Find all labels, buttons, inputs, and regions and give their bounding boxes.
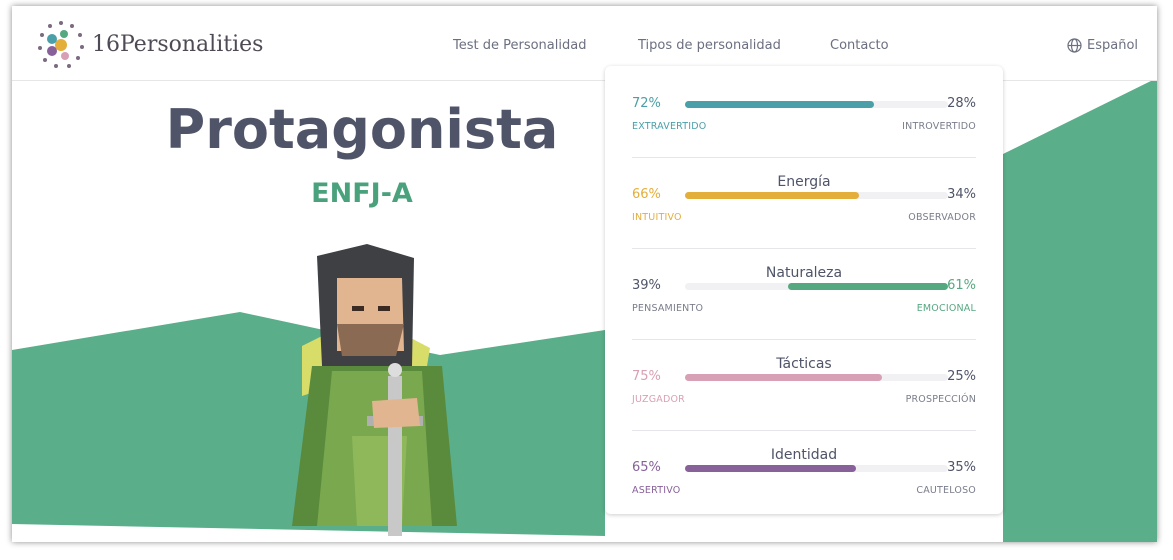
left-percent: 66% bbox=[632, 187, 661, 202]
hill bbox=[1003, 78, 1157, 542]
left-percent: 65% bbox=[632, 460, 661, 475]
trait-bar-track bbox=[685, 283, 948, 290]
left-label: PENSAMIENTO bbox=[632, 303, 704, 314]
left-percent: 72% bbox=[632, 96, 661, 111]
background bbox=[12, 78, 1157, 542]
trait-bar-track bbox=[685, 101, 948, 108]
screen: 16Personalities Test de Personalidad Tip… bbox=[12, 6, 1157, 542]
right-label: OBSERVADOR bbox=[908, 212, 976, 223]
right-label: PROSPECCIÓN bbox=[905, 394, 976, 405]
language[interactable]: Español bbox=[1087, 38, 1139, 53]
right-percent: 34% bbox=[947, 187, 976, 202]
right-percent: 25% bbox=[947, 369, 976, 384]
traits-card: 72% 28% EXTRAVERTIDO INTROVERTIDO Energía 66%… bbox=[605, 66, 1003, 514]
trait-bar bbox=[685, 374, 883, 381]
left-percent: 39% bbox=[632, 278, 661, 293]
divider bbox=[632, 248, 976, 249]
logo-text[interactable]: 16Personalities bbox=[92, 32, 264, 57]
right-percent: 28% bbox=[947, 96, 976, 111]
divider bbox=[632, 339, 976, 340]
type-title: Protagonista bbox=[165, 98, 559, 161]
trait-name: Energía bbox=[777, 174, 831, 190]
divider bbox=[632, 430, 976, 431]
nav-link[interactable]: Contacto bbox=[830, 38, 889, 53]
right-label: EMOCIONAL bbox=[916, 303, 976, 314]
logo-icon bbox=[38, 21, 84, 68]
left-label: ASERTIVO bbox=[632, 485, 681, 496]
left-label: EXTRAVERTIDO bbox=[632, 121, 707, 132]
nav-link[interactable]: Tipos de personalidad bbox=[638, 38, 781, 53]
right-label: CAUTELOSO bbox=[916, 485, 976, 496]
globe-icon bbox=[1067, 38, 1082, 53]
trait-name: Naturaleza bbox=[765, 265, 843, 281]
left-label: INTUITIVO bbox=[632, 212, 682, 223]
right-label: INTROVERTIDO bbox=[902, 121, 976, 132]
right-percent: 35% bbox=[947, 460, 976, 475]
left-label: JUZGADOR bbox=[632, 394, 685, 405]
right-percent: 61% bbox=[947, 278, 976, 293]
trait-bar bbox=[685, 465, 856, 472]
trait-bar bbox=[787, 283, 948, 290]
trait-bar-track bbox=[685, 465, 948, 472]
trait-name: Tácticas bbox=[776, 356, 832, 372]
character bbox=[292, 244, 457, 536]
divider bbox=[632, 157, 976, 158]
trait-bar bbox=[685, 101, 875, 108]
left-percent: 75% bbox=[632, 369, 661, 384]
trait-bar-track bbox=[685, 374, 948, 381]
trait-bar bbox=[685, 192, 859, 199]
trait-name: Identidad bbox=[770, 447, 838, 463]
ground bbox=[12, 524, 605, 542]
trait-bar-track bbox=[685, 192, 948, 199]
type-code: ENFJ-A bbox=[311, 178, 413, 209]
nav-link[interactable]: Test de Personalidad bbox=[453, 38, 587, 53]
